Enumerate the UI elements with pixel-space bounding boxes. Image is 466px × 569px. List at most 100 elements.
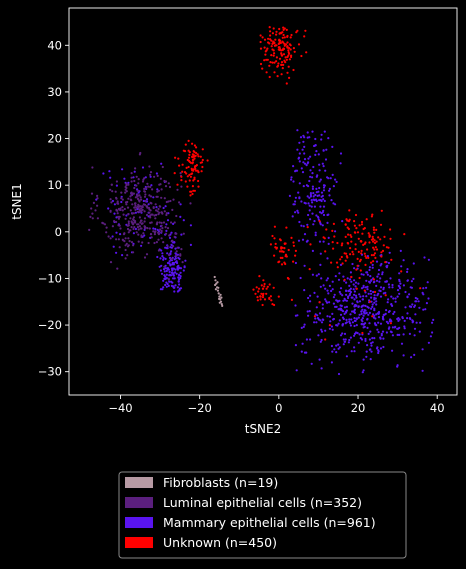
scatter-point <box>155 206 158 209</box>
scatter-point <box>332 185 335 188</box>
scatter-point <box>306 226 309 229</box>
scatter-point <box>206 159 209 162</box>
scatter-point <box>303 323 306 326</box>
scatter-point <box>179 215 182 218</box>
scatter-point <box>173 277 176 280</box>
scatter-point <box>377 349 380 352</box>
scatter-point <box>320 138 323 141</box>
scatter-point <box>152 227 155 230</box>
scatter-point <box>216 289 219 292</box>
scatter-point <box>360 240 363 243</box>
x-tick-label: −40 <box>108 401 132 415</box>
scatter-point <box>334 230 337 233</box>
scatter-point <box>281 40 284 43</box>
scatter-point <box>371 341 374 344</box>
scatter-point <box>161 212 164 215</box>
scatter-point <box>163 210 166 213</box>
scatter-point <box>292 244 295 247</box>
scatter-point <box>356 331 359 335</box>
scatter-point <box>286 71 289 74</box>
scatter-point <box>364 255 367 258</box>
scatter-point <box>140 244 143 247</box>
scatter-point <box>361 320 364 323</box>
scatter-point <box>272 286 275 289</box>
scatter-point <box>345 318 348 321</box>
scatter-point <box>179 172 182 175</box>
scatter-point <box>302 325 305 328</box>
scatter-point <box>173 172 176 175</box>
scatter-point <box>168 234 171 237</box>
scatter-point <box>377 351 380 355</box>
scatter-point <box>363 289 366 292</box>
scatter-point <box>322 284 325 287</box>
scatter-point <box>320 277 323 280</box>
scatter-point <box>133 170 136 173</box>
scatter-point <box>347 220 350 223</box>
scatter-point <box>170 231 173 234</box>
scatter-point <box>213 275 216 279</box>
scatter-point <box>391 286 394 289</box>
scatter-point <box>259 298 262 301</box>
scatter-point <box>177 157 180 160</box>
scatter-point <box>280 49 283 52</box>
scatter-point <box>309 175 312 178</box>
scatter-point <box>332 296 335 299</box>
scatter-point <box>125 184 128 187</box>
scatter-point <box>285 58 288 61</box>
scatter-point <box>141 166 145 169</box>
scatter-point <box>375 248 379 251</box>
scatter-point <box>351 302 354 305</box>
scatter-point <box>358 293 361 296</box>
legend-label: Mammary epithelial cells (n=961) <box>163 515 376 530</box>
scatter-point <box>308 204 311 207</box>
scatter-point <box>174 156 177 159</box>
scatter-point <box>375 228 378 231</box>
scatter-point <box>381 330 385 333</box>
scatter-point <box>148 208 151 211</box>
scatter-point <box>417 300 420 303</box>
scatter-point <box>273 303 276 307</box>
scatter-point <box>371 263 374 266</box>
scatter-point <box>257 290 260 293</box>
scatter-point <box>288 52 291 55</box>
scatter-point <box>318 301 321 304</box>
scatter-point <box>162 258 165 261</box>
scatter-point <box>159 205 162 208</box>
scatter-point <box>125 190 128 193</box>
scatter-point <box>393 326 396 329</box>
scatter-point <box>166 282 169 286</box>
scatter-point <box>121 238 124 241</box>
scatter-point <box>292 165 295 168</box>
scatter-point <box>271 303 274 306</box>
scatter-point <box>170 284 173 287</box>
scatter-point <box>335 299 338 302</box>
scatter-point <box>324 329 327 332</box>
scatter-point <box>343 297 346 300</box>
scatter-point <box>127 197 130 200</box>
scatter-point <box>185 166 188 169</box>
scatter-point <box>273 44 276 47</box>
scatter-point <box>171 263 174 266</box>
scatter-point <box>184 180 187 183</box>
scatter-point <box>302 225 305 228</box>
scatter-point <box>363 227 366 230</box>
scatter-point <box>339 334 343 337</box>
scatter-point <box>279 256 282 259</box>
scatter-point <box>216 281 219 284</box>
scatter-point <box>321 307 324 310</box>
scatter-point <box>183 150 187 153</box>
scatter-point <box>382 345 385 349</box>
scatter-point <box>140 227 143 230</box>
scatter-point <box>278 46 281 49</box>
scatter-point <box>275 60 278 63</box>
scatter-point <box>117 215 120 218</box>
scatter-point <box>145 186 148 190</box>
scatter-point <box>353 220 356 223</box>
scatter-point <box>168 236 172 239</box>
scatter-point <box>347 233 350 236</box>
scatter-point <box>413 334 416 337</box>
scatter-point <box>165 223 168 226</box>
scatter-point <box>307 296 310 300</box>
scatter-point <box>349 287 352 290</box>
scatter-point <box>388 320 391 323</box>
